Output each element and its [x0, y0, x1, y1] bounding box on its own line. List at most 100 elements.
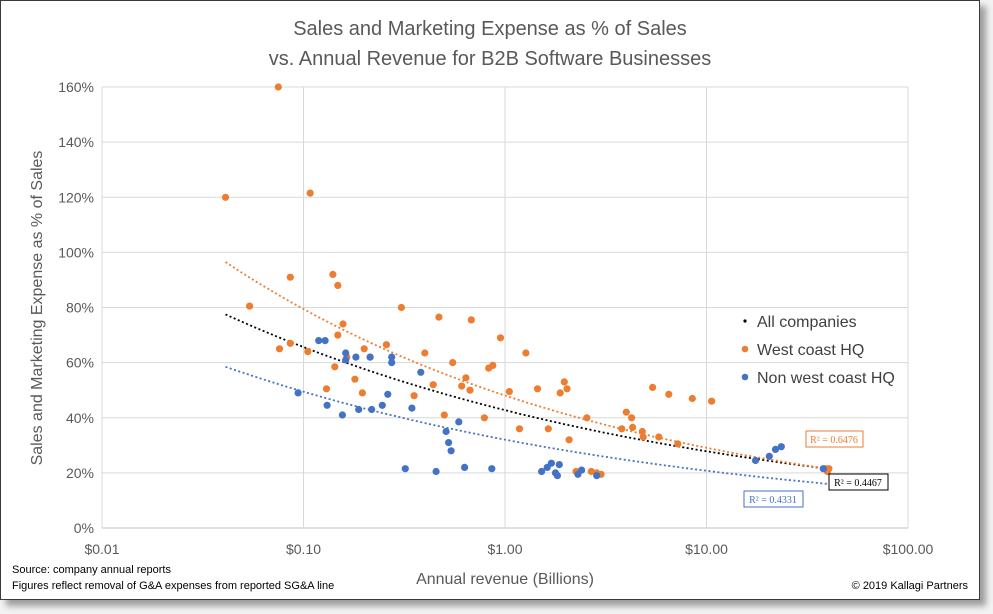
trendlines	[225, 261, 828, 485]
point-west-coast-hq	[358, 389, 366, 397]
point-west-coast-hq	[221, 193, 230, 201]
point-west-coast-hq	[440, 411, 448, 419]
y-tick-label: 0%	[74, 520, 94, 536]
figures-note: Figures reflect removal of G&A expenses …	[12, 580, 334, 592]
point-west-coast-hq	[480, 414, 488, 422]
point-west-coast-hq	[708, 397, 716, 405]
data-points	[221, 83, 833, 480]
point-west-coast-hq	[544, 425, 552, 433]
point-non-west-coast-hq	[578, 466, 586, 474]
point-non-west-coast-hq	[338, 411, 346, 419]
point-west-coast-hq	[655, 433, 663, 441]
point-non-west-coast-hq	[771, 445, 780, 453]
point-west-coast-hq	[556, 389, 564, 397]
legend-label-all-companies: All companies	[757, 314, 857, 331]
point-non-west-coast-hq	[751, 456, 760, 465]
point-west-coast-hq	[410, 392, 418, 400]
point-non-west-coast-hq	[547, 459, 556, 467]
point-west-coast-hq	[533, 385, 542, 393]
point-west-coast-hq	[435, 313, 443, 321]
svg-text:R² = 0.4467: R² = 0.4467	[834, 478, 882, 489]
svg-text:R² = 0.6476: R² = 0.6476	[810, 435, 858, 446]
r2-label-non-west-coast: R² = 0.4331	[743, 490, 804, 508]
point-west-coast-hq	[274, 83, 282, 91]
point-non-west-coast-hq	[323, 401, 331, 409]
point-non-west-coast-hq	[355, 405, 363, 414]
legend-label-non-west-coast: Non west coast HQ	[757, 370, 895, 387]
point-west-coast-hq	[629, 423, 637, 431]
r2-label-all-companies: R² = 0.4467	[828, 473, 889, 491]
point-west-coast-hq	[665, 390, 673, 398]
y-tick-label: 60%	[66, 355, 94, 371]
svg-text:R² = 0.4331: R² = 0.4331	[749, 495, 797, 506]
point-west-coast-hq	[560, 378, 568, 386]
point-west-coast-hq	[515, 425, 524, 433]
y-tick-label: 20%	[66, 465, 94, 481]
point-west-coast-hq	[421, 349, 429, 357]
point-west-coast-hq	[622, 408, 630, 416]
point-west-coast-hq	[334, 281, 342, 289]
point-non-west-coast-hq	[352, 353, 360, 361]
point-non-west-coast-hq	[765, 452, 773, 460]
point-west-coast-hq	[275, 345, 284, 353]
point-west-coast-hq	[306, 189, 314, 197]
point-non-west-coast-hq	[417, 368, 425, 376]
point-non-west-coast-hq	[388, 353, 396, 361]
point-west-coast-hq	[638, 427, 646, 436]
point-non-west-coast-hq	[388, 359, 396, 367]
y-tick-labels: 0% 20% 40% 60% 80% 100% 120% 140% 160%	[58, 79, 94, 536]
point-west-coast-hq	[505, 388, 513, 396]
trendline-all-companies	[225, 313, 828, 470]
point-west-coast-hq	[322, 385, 331, 393]
point-west-coast-hq	[360, 345, 368, 353]
x-axis-label: Annual revenue (Billions)	[416, 571, 594, 588]
legend-marker-non-west-coast	[741, 373, 749, 381]
y-axis-label: Sales and Marketing Expense as % of Sale…	[29, 151, 46, 466]
x-tick-label: $10.00	[685, 541, 728, 557]
point-non-west-coast-hq	[447, 447, 455, 455]
point-west-coast-hq	[429, 381, 437, 389]
point-non-west-coast-hq	[321, 337, 329, 345]
point-non-west-coast-hq	[442, 427, 450, 436]
point-west-coast-hq	[649, 383, 657, 391]
point-non-west-coast-hq	[342, 349, 350, 357]
point-west-coast-hq	[825, 465, 833, 473]
legend: All companies West coast HQ Non west coa…	[741, 314, 895, 387]
point-non-west-coast-hq	[455, 418, 463, 426]
point-non-west-coast-hq	[593, 472, 601, 480]
point-west-coast-hq	[286, 273, 294, 281]
point-non-west-coast-hq	[432, 467, 440, 476]
point-non-west-coast-hq	[342, 356, 350, 364]
point-non-west-coast-hq	[777, 443, 785, 451]
gridlines	[101, 86, 909, 529]
point-non-west-coast-hq	[553, 472, 562, 480]
point-west-coast-hq	[628, 414, 636, 422]
point-west-coast-hq	[462, 374, 470, 382]
point-west-coast-hq	[466, 386, 474, 394]
point-west-coast-hq	[565, 436, 573, 444]
point-west-coast-hq	[449, 359, 457, 367]
point-west-coast-hq	[674, 440, 682, 448]
point-non-west-coast-hq	[294, 389, 302, 397]
point-non-west-coast-hq	[378, 401, 386, 409]
x-tick-labels: $0.01 $0.10 $1.00 $10.00 $100.00	[84, 541, 933, 557]
point-non-west-coast-hq	[366, 353, 374, 361]
y-tick-label: 80%	[66, 300, 94, 316]
point-non-west-coast-hq	[445, 439, 453, 447]
point-west-coast-hq	[639, 433, 647, 441]
point-west-coast-hq	[489, 361, 497, 369]
point-non-west-coast-hq	[555, 461, 563, 469]
point-west-coast-hq	[587, 467, 595, 476]
point-west-coast-hq	[339, 320, 347, 328]
point-west-coast-hq	[329, 270, 337, 278]
point-west-coast-hq	[351, 375, 359, 383]
point-west-coast-hq	[583, 414, 591, 422]
y-tick-label: 120%	[58, 189, 94, 205]
point-non-west-coast-hq	[401, 465, 409, 473]
point-west-coast-hq	[563, 385, 571, 393]
trendline-west-coast-hq	[225, 261, 828, 470]
chart-frame	[0, 0, 980, 600]
point-west-coast-hq	[331, 363, 339, 371]
r2-label-west-coast: R² = 0.6476	[805, 430, 864, 448]
